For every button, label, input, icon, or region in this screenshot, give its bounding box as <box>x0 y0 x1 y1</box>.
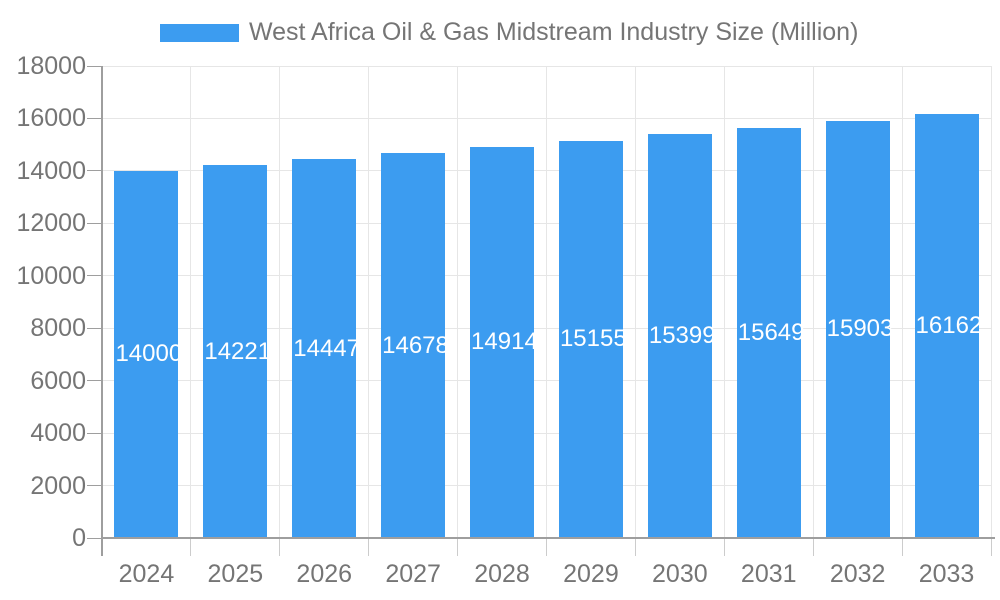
x-tick-label-2030: 2030 <box>652 560 708 588</box>
bar-label-2026: 14447 <box>293 334 360 362</box>
gridline-v <box>368 66 370 538</box>
chart-title: West Africa Oil & Gas Midstream Industry… <box>249 18 859 46</box>
y-tick-label-12000: 12000 <box>16 209 86 238</box>
x-axis-tick <box>723 538 725 556</box>
x-tick-label-2031: 2031 <box>740 560 797 588</box>
x-axis-tick <box>990 538 992 556</box>
y-axis-tick <box>87 275 102 277</box>
x-tick-label-2029: 2029 <box>563 560 619 588</box>
x-axis-tick <box>546 538 547 556</box>
x-tick-label-2025: 2025 <box>207 560 264 588</box>
x-axis-tick <box>190 538 192 556</box>
x-axis-tick <box>279 538 281 556</box>
x-tick-label-2024: 2024 <box>118 560 175 588</box>
bar-2025[interactable] <box>203 165 268 538</box>
gridline-v <box>990 66 992 538</box>
bar-2028[interactable] <box>470 146 535 538</box>
bar-label-2029: 15155 <box>559 325 627 353</box>
bar-2024[interactable] <box>114 170 179 538</box>
bar-2032[interactable] <box>825 120 890 538</box>
y-axis-tick <box>87 432 102 434</box>
legend-swatch-icon <box>160 23 239 42</box>
x-axis-tick <box>368 538 370 556</box>
x-axis-tick <box>634 538 636 556</box>
bar-2033[interactable] <box>914 114 979 538</box>
bar-2027[interactable] <box>381 153 446 538</box>
gridline-v <box>457 66 459 538</box>
y-axis-tick <box>87 65 102 67</box>
y-tick-label-14000: 14000 <box>16 156 86 185</box>
bar-label-2030: 15399 <box>648 322 716 350</box>
y-tick-label-6000: 6000 <box>30 366 86 395</box>
gridline-v <box>190 66 192 538</box>
bar-label-2032: 15903 <box>826 315 894 343</box>
y-axis-tick <box>87 117 102 119</box>
y-tick-label-8000: 8000 <box>30 314 86 343</box>
gridline-v <box>812 66 814 538</box>
y-tick-label-18000: 18000 <box>16 52 86 80</box>
x-axis-tick <box>812 538 814 556</box>
x-tick-label-2026: 2026 <box>296 560 353 588</box>
bar-2031[interactable] <box>736 127 801 538</box>
bar-2026[interactable] <box>292 159 357 538</box>
x-tick-label-2033: 2033 <box>918 560 975 588</box>
bar-label-2028: 14914 <box>471 328 538 356</box>
y-tick-label-0: 0 <box>72 524 86 552</box>
bar-label-2027: 14678 <box>382 331 449 359</box>
y-axis-tick <box>87 485 102 487</box>
x-tick-label-2028: 2028 <box>474 560 530 588</box>
y-axis-tick <box>87 327 102 329</box>
x-axis-tick <box>901 538 903 556</box>
gridline-v <box>634 66 636 538</box>
x-tick-label-2032: 2032 <box>829 560 886 588</box>
gridline-v <box>546 66 547 538</box>
x-tick-label-2027: 2027 <box>385 560 441 588</box>
bar-label-2033: 16162 <box>915 312 983 340</box>
bar-label-2031: 15649 <box>737 318 805 346</box>
y-tick-label-10000: 10000 <box>16 261 86 290</box>
y-axis-line <box>101 66 103 556</box>
bar-2029[interactable] <box>558 140 623 538</box>
y-axis-tick <box>87 537 102 539</box>
x-axis-tick <box>457 538 459 556</box>
y-axis-tick <box>87 222 102 224</box>
gridline-v <box>723 66 725 538</box>
gridline-v <box>279 66 281 538</box>
bar-2030[interactable] <box>647 134 712 538</box>
y-tick-label-4000: 4000 <box>30 419 86 448</box>
gridline-v <box>901 66 903 538</box>
y-tick-label-2000: 2000 <box>30 471 86 500</box>
chart-legend: West Africa Oil & Gas Midstream Industry… <box>160 18 858 47</box>
y-axis-tick <box>87 170 102 172</box>
bar-label-2025: 14221 <box>204 337 272 365</box>
y-axis-tick <box>87 380 102 382</box>
bar-label-2024: 14000 <box>115 340 183 368</box>
y-tick-label-16000: 16000 <box>16 104 86 133</box>
x-axis-baseline <box>102 537 995 539</box>
